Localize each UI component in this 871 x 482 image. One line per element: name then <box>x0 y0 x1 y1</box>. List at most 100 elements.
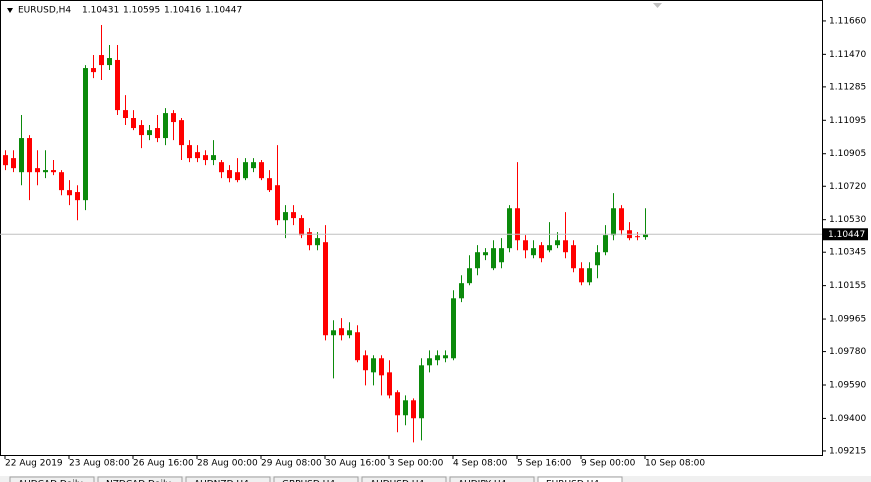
x-tick-label: 10 Sep 08:00 <box>645 459 705 469</box>
candle-body <box>451 298 456 359</box>
menu-arrow[interactable] <box>7 8 13 13</box>
x-tick-label: 29 Aug 08:00 <box>261 459 322 469</box>
tab[interactable] <box>185 476 271 482</box>
tab[interactable] <box>537 476 623 482</box>
candle-body <box>227 170 232 179</box>
candle-body <box>555 240 560 246</box>
x-tick-label: 9 Sep 00:00 <box>581 459 636 469</box>
ohlc-readout: 1.10431 1.10595 1.10416 1.10447 <box>82 6 242 16</box>
candle-body <box>403 400 408 416</box>
candle-body <box>3 155 8 166</box>
candle-body <box>467 268 472 284</box>
tab[interactable] <box>361 476 447 482</box>
tab-label[interactable]: EURUSD,H4 <box>546 480 599 482</box>
y-tick-label: 1.09400 <box>829 414 866 424</box>
x-tick-label: 28 Aug 00:00 <box>197 459 258 469</box>
candle-body <box>91 68 96 73</box>
candle-body <box>211 155 216 161</box>
x-tick-label: 23 Aug 08:00 <box>69 459 130 469</box>
tab-label[interactable]: AUDNZD,H4 <box>194 480 249 482</box>
ohlc-value: 1.10447 <box>205 6 242 16</box>
candle-body <box>563 240 568 253</box>
candle-body <box>35 168 40 173</box>
price-tag-label: 1.10447 <box>828 230 865 240</box>
candle-body <box>371 358 376 373</box>
candle-body <box>331 330 336 336</box>
candle-body <box>11 158 16 169</box>
y-tick-label: 1.10345 <box>829 248 866 258</box>
y-tick-label: 1.09780 <box>829 347 866 357</box>
candle-body <box>19 138 24 173</box>
candle-body <box>587 268 592 283</box>
candle-body <box>603 235 608 253</box>
candle-body <box>483 252 488 256</box>
tab-label[interactable]: AUDUSD,H4 <box>370 480 425 482</box>
y-tick-label: 1.09965 <box>829 315 866 325</box>
candle-body <box>163 113 168 139</box>
candle-body <box>611 208 616 236</box>
ohlc-value: 1.10431 <box>82 6 119 16</box>
candle-body <box>259 162 264 179</box>
candle-body <box>235 172 240 181</box>
candle-body <box>155 128 160 139</box>
candle-body <box>99 55 104 66</box>
y-tick-label: 1.11660 <box>829 16 866 26</box>
y-tick-label: 1.09215 <box>829 446 866 456</box>
x-tick-label: 26 Aug 16:00 <box>133 459 194 469</box>
candle-body <box>499 248 504 263</box>
y-tick-label: 1.11470 <box>829 50 866 60</box>
candle-body <box>571 245 576 269</box>
x-tick-label: 4 Sep 08:00 <box>453 459 508 469</box>
candle-body <box>619 208 624 231</box>
candle-body <box>507 208 512 249</box>
tab[interactable] <box>449 476 535 482</box>
tab[interactable] <box>97 476 183 482</box>
candle-body <box>147 130 152 136</box>
tab-label[interactable]: AUDJPY,H4 <box>458 480 507 482</box>
candle-body <box>379 358 384 376</box>
tab-label[interactable]: NZDCAD,Daily <box>106 480 172 482</box>
candle-body <box>115 59 120 111</box>
candle-body <box>267 178 272 191</box>
candle-body <box>347 330 352 336</box>
tab[interactable] <box>273 476 359 482</box>
candle-body <box>43 170 48 173</box>
candle-body <box>643 234 648 238</box>
candle-body <box>491 248 496 269</box>
x-tick-label: 3 Sep 00:00 <box>389 459 444 469</box>
candle-body <box>243 162 248 179</box>
price-tag <box>823 228 868 241</box>
candle-body <box>459 283 464 299</box>
candle-body <box>579 268 584 283</box>
x-tick-label: 22 Aug 2019 <box>5 459 63 469</box>
shift-marker <box>653 3 662 8</box>
y-tick-label: 1.10905 <box>829 149 866 159</box>
x-tick-label: 5 Sep 16:00 <box>517 459 572 469</box>
candle-body <box>299 218 304 236</box>
candle-body <box>139 125 144 136</box>
candle-body <box>323 242 328 336</box>
tab-label[interactable]: AUDCAD,Daily <box>18 480 83 482</box>
candle-body <box>83 68 88 201</box>
tab[interactable] <box>9 476 95 482</box>
tab-label[interactable]: GBPUSD,H4 <box>282 480 335 482</box>
candle-body <box>187 145 192 159</box>
candle-body <box>411 400 416 419</box>
candle-body <box>635 236 640 238</box>
y-tick-label: 1.10720 <box>829 182 866 192</box>
candle-body <box>363 355 368 371</box>
plot-frame <box>0 0 823 456</box>
candle-body <box>387 372 392 396</box>
chart-title: EURUSD,H4 <box>18 6 71 16</box>
y-tick-label: 1.10530 <box>829 215 866 225</box>
candle-body <box>51 170 56 173</box>
candle-body <box>395 392 400 416</box>
candle-body <box>355 332 360 361</box>
candle-body <box>315 238 320 246</box>
candle-body <box>515 208 520 241</box>
candle-body <box>531 248 536 256</box>
candle-body <box>219 162 224 173</box>
candle-body <box>75 192 80 201</box>
